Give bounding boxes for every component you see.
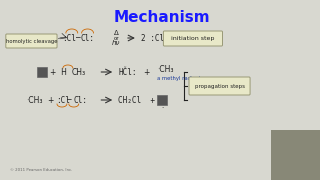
Text: hν: hν xyxy=(112,40,120,46)
Text: ·CH₃: ·CH₃ xyxy=(157,64,174,73)
Text: 2 :Cl·: 2 :Cl· xyxy=(141,33,169,42)
Text: a methyl radical: a methyl radical xyxy=(157,75,201,80)
Text: Cl:: Cl: xyxy=(81,33,94,42)
Text: +: + xyxy=(47,96,53,105)
Text: +  H: + H xyxy=(50,68,67,76)
Text: © 2011 Pearson Education, Inc.: © 2011 Pearson Education, Inc. xyxy=(10,168,72,172)
Text: +: + xyxy=(143,68,149,76)
Text: Δ: Δ xyxy=(114,30,118,36)
Bar xyxy=(271,130,320,180)
FancyBboxPatch shape xyxy=(6,34,57,48)
FancyBboxPatch shape xyxy=(164,31,222,46)
Text: HČl:: HČl: xyxy=(118,68,137,76)
Text: propagation steps: propagation steps xyxy=(195,84,244,89)
Text: Cl:: Cl: xyxy=(74,96,88,105)
Text: :Cl: :Cl xyxy=(62,33,76,42)
Text: ·: · xyxy=(161,105,164,111)
Bar xyxy=(37,67,47,77)
Text: or: or xyxy=(113,35,119,40)
Text: :Cl: :Cl xyxy=(56,96,70,105)
Text: Mechanism: Mechanism xyxy=(114,10,211,25)
Text: CH₃: CH₃ xyxy=(72,68,86,76)
Text: homolytic cleavage: homolytic cleavage xyxy=(6,39,57,44)
FancyBboxPatch shape xyxy=(189,77,250,95)
Text: —: — xyxy=(67,96,71,105)
Bar xyxy=(157,95,167,105)
Text: initiation step: initiation step xyxy=(171,35,215,40)
Text: —: — xyxy=(76,33,80,42)
Text: ·CH₃: ·CH₃ xyxy=(27,96,43,105)
Text: CH₂Cl  +: CH₂Cl + xyxy=(118,96,155,105)
